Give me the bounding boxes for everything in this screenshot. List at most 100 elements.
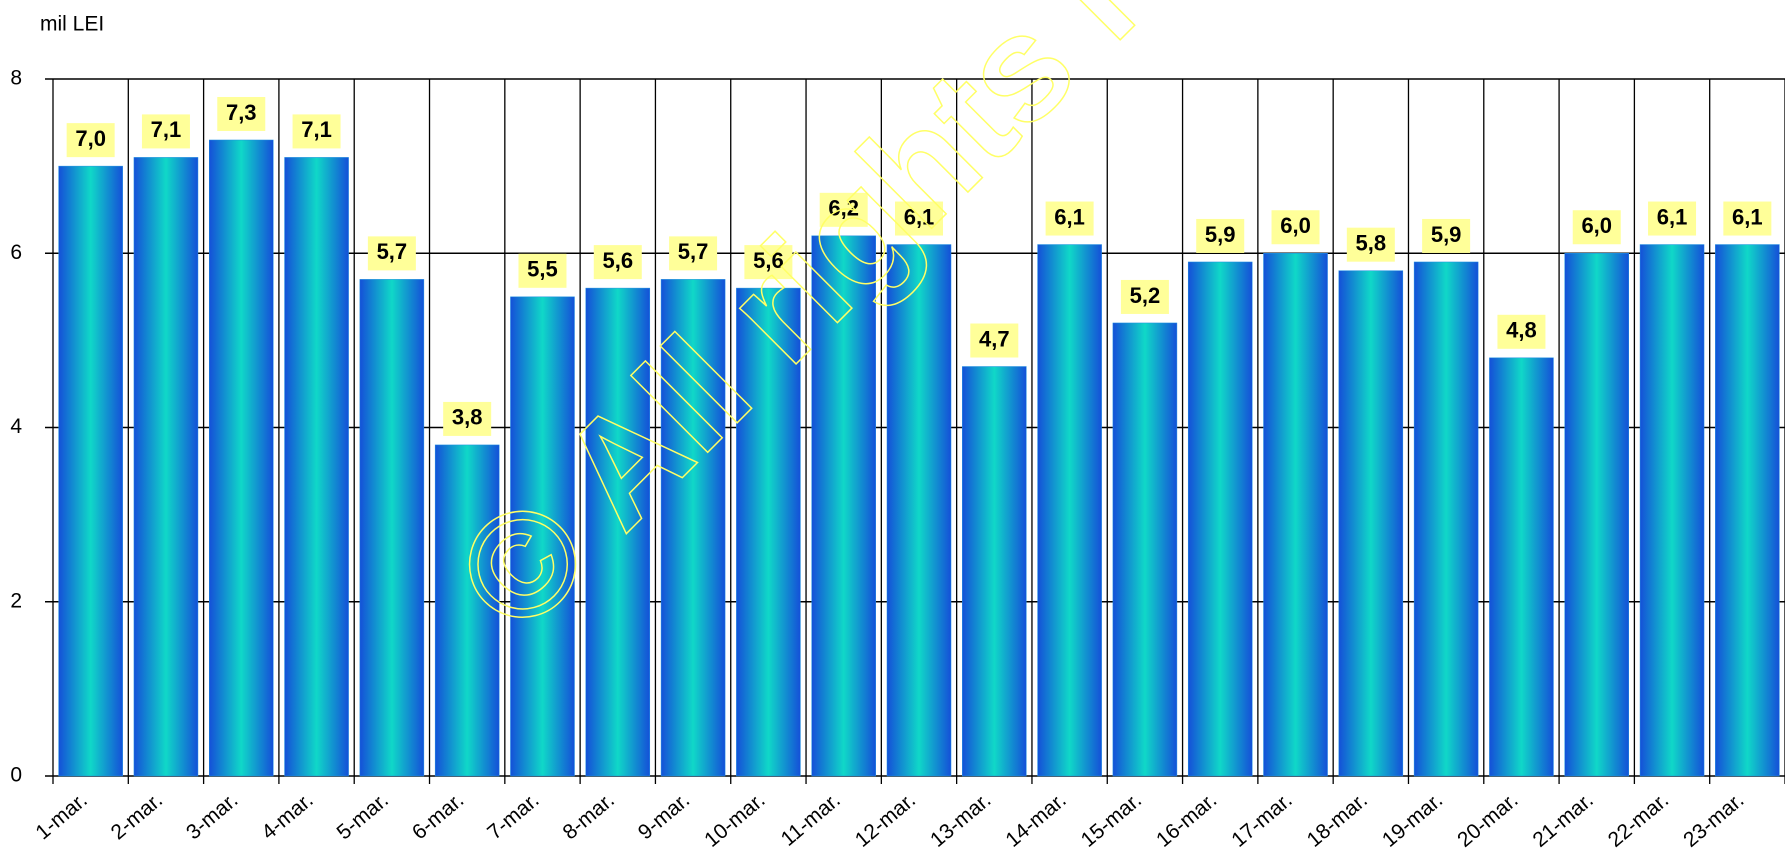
value-label: 5,8	[1356, 230, 1387, 255]
value-label: 7,0	[75, 126, 106, 151]
value-label-bg	[1120, 279, 1169, 314]
value-label-bg	[1723, 201, 1772, 236]
value-label-bg	[367, 236, 416, 271]
x-tick-label: 3-mar.	[182, 788, 242, 844]
value-label: 6,1	[1732, 204, 1763, 229]
y-tick-label: 0	[10, 764, 22, 787]
value-label-bg	[1572, 210, 1621, 245]
bar	[585, 287, 651, 777]
value-label-bg	[970, 323, 1019, 358]
bar	[1187, 261, 1253, 777]
value-label-bg	[1422, 218, 1471, 253]
value-label-bg	[1497, 314, 1546, 349]
value-label: 3,8	[452, 405, 483, 430]
bar	[736, 287, 801, 777]
y-tick-label: 8	[10, 67, 22, 90]
value-label: 5,5	[527, 257, 558, 282]
bar	[1715, 244, 1780, 777]
plot: 0 2 4 6 8 7,0 1-mar. 7,1 2-mar. 7,3 3-mar. 7,1 4-mar…	[10, 67, 1785, 852]
bar	[1338, 270, 1404, 777]
x-tick-label: 6-mar.	[408, 788, 468, 844]
value-label: 7,3	[226, 100, 257, 125]
value-label-bg	[669, 236, 718, 271]
bar	[434, 444, 500, 777]
value-label-bg	[217, 96, 266, 131]
bar	[1037, 244, 1102, 777]
x-tick-label: 5-mar.	[333, 788, 393, 844]
x-tick-label: 10-mar.	[700, 788, 769, 851]
x-tick-label: 21-mar.	[1529, 788, 1598, 851]
value-label: 6,1	[1657, 204, 1688, 229]
y-tick-label: 4	[10, 415, 22, 438]
bar	[1112, 322, 1178, 777]
x-tick-label: 11-mar.	[777, 788, 845, 850]
bar	[359, 279, 425, 777]
x-tick-label: 23-mar.	[1679, 788, 1748, 851]
value-label: 5,7	[377, 239, 408, 264]
x-tick-label: 9-mar.	[634, 788, 694, 844]
x-tick-label: 18-mar.	[1303, 788, 1372, 851]
value-label-bg	[66, 123, 115, 158]
bar	[1489, 357, 1554, 777]
bar	[133, 157, 199, 777]
value-label: 7,1	[151, 117, 182, 142]
x-tick-label: 17-mar.	[1227, 788, 1296, 851]
x-tick-label: 16-mar.	[1152, 788, 1221, 851]
bar	[811, 235, 876, 777]
value-label: 5,9	[1431, 222, 1462, 247]
value-label: 5,6	[753, 248, 784, 273]
value-label-bg	[1196, 218, 1245, 253]
value-label-bg	[1648, 201, 1697, 236]
value-label-bg	[518, 253, 567, 288]
value-label: 5,6	[602, 248, 633, 273]
value-label: 4,7	[979, 326, 1010, 351]
value-label-bg	[593, 245, 642, 280]
x-tick-label: 7-mar.	[483, 788, 543, 844]
bar	[58, 165, 123, 777]
value-label-bg	[292, 114, 341, 149]
value-label: 4,8	[1506, 318, 1537, 343]
value-label: 6,0	[1280, 213, 1311, 238]
value-label-bg	[895, 201, 943, 236]
value-label: 5,7	[678, 239, 709, 264]
value-label-bg	[819, 192, 868, 227]
x-tick-label: 15-mar.	[1077, 788, 1146, 851]
value-label: 6,1	[904, 204, 935, 229]
value-label: 5,2	[1130, 283, 1161, 308]
value-label: 7,1	[301, 117, 332, 142]
bar	[209, 139, 274, 777]
y-tick-label: 6	[10, 241, 22, 264]
y-axis-label: mil LEI	[40, 13, 104, 36]
bar	[660, 279, 726, 777]
x-tick-label: 13-mar.	[926, 788, 995, 851]
value-label-bg	[1045, 201, 1094, 236]
value-label-bg	[744, 245, 793, 280]
value-label: 5,9	[1205, 222, 1236, 247]
bar	[962, 366, 1027, 777]
bar	[886, 244, 952, 777]
bar	[1263, 253, 1328, 777]
value-label-bg	[1346, 227, 1395, 262]
value-label-bg	[1271, 210, 1320, 245]
x-tick-label: 2-mar.	[107, 788, 167, 844]
x-tick-label: 14-mar.	[1001, 788, 1070, 851]
value-label-bg	[141, 114, 190, 149]
x-tick-label: 4-mar.	[257, 788, 317, 844]
x-tick-label: 8-mar.	[559, 788, 619, 844]
x-tick-label: 12-mar.	[851, 788, 920, 851]
x-tick-label: 20-mar.	[1453, 788, 1522, 851]
x-tick-label: 22-mar.	[1604, 788, 1673, 851]
value-label-bg	[443, 401, 492, 436]
bar	[1564, 253, 1629, 777]
x-tick-label: 1-mar.	[31, 788, 91, 844]
bar	[284, 157, 349, 777]
value-label: 6,2	[828, 196, 859, 221]
bar	[1413, 261, 1479, 777]
bar	[510, 296, 575, 777]
value-label: 6,1	[1054, 204, 1085, 229]
y-tick-label: 2	[10, 589, 22, 612]
value-label: 6,0	[1581, 213, 1612, 238]
bar	[1639, 244, 1705, 777]
